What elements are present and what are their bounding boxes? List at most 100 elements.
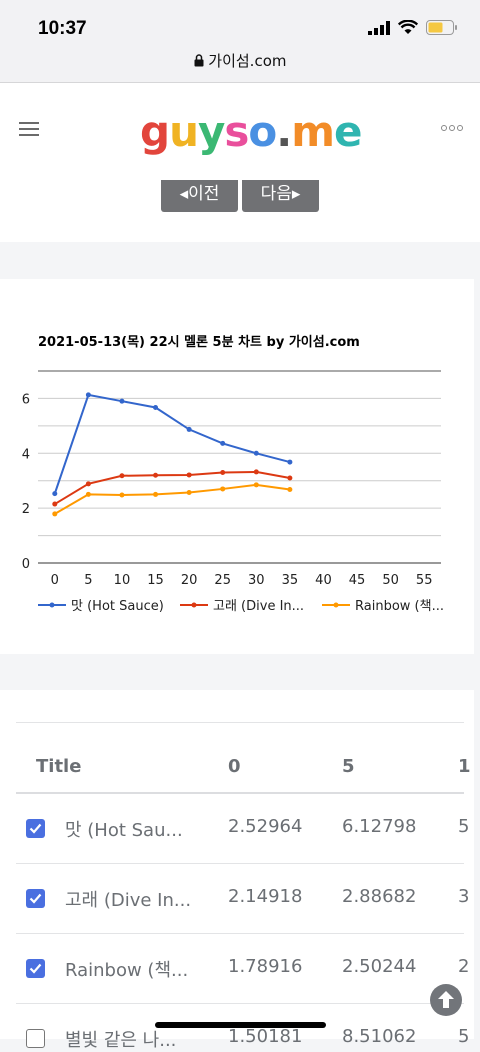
row-title: Rainbow (책... bbox=[65, 960, 189, 981]
x-tick-label: 35 bbox=[282, 573, 299, 588]
x-tick-label: 55 bbox=[416, 573, 433, 588]
x-tick-label: 15 bbox=[147, 573, 164, 588]
site-logo[interactable]: guyso.me bbox=[140, 107, 362, 156]
caret-right-icon: ▸ bbox=[291, 184, 301, 204]
data-point bbox=[220, 486, 226, 492]
y-tick-label: 4 bbox=[22, 447, 30, 462]
line-chart: 2021-05-13(목) 22시 멜론 5분 차트 by 가이섬.com 0 2 4… bbox=[22, 334, 444, 614]
table-top-border bbox=[16, 722, 464, 723]
column-header-title[interactable]: Title bbox=[36, 756, 82, 777]
row-divider bbox=[16, 933, 464, 934]
series-line bbox=[54, 470, 291, 505]
data-point bbox=[153, 491, 159, 497]
data-point bbox=[119, 492, 125, 498]
logo-letter: s bbox=[224, 107, 249, 156]
x-tick-label: 0 bbox=[51, 573, 59, 588]
row-checkbox[interactable] bbox=[26, 819, 45, 838]
cellular-signal-icon bbox=[368, 20, 390, 35]
next-button[interactable]: 다음▸ bbox=[242, 180, 319, 212]
row-value-10-partial: 5 bbox=[458, 816, 470, 837]
logo-letter: m bbox=[291, 107, 335, 156]
row-value-5: 2.50244 bbox=[342, 956, 417, 977]
arrow-up-icon bbox=[438, 991, 454, 1008]
battery-icon bbox=[426, 20, 457, 35]
hamburger-menu-icon[interactable] bbox=[19, 122, 39, 137]
data-point bbox=[52, 511, 58, 517]
row-value-10-partial: 3 bbox=[458, 886, 470, 907]
column-header-0[interactable]: 0 bbox=[228, 756, 241, 777]
data-point bbox=[52, 491, 58, 497]
x-tick-label: 30 bbox=[248, 573, 265, 588]
scroll-to-top-button[interactable] bbox=[430, 984, 462, 1016]
pagination-area: ◂이전 다음▸ bbox=[0, 180, 480, 242]
column-header-10-partial[interactable]: 1 bbox=[458, 756, 471, 777]
row-value-0: 2.52964 bbox=[228, 816, 303, 837]
row-value-5: 6.12798 bbox=[342, 816, 417, 837]
logo-letter: g bbox=[140, 107, 170, 156]
row-value-10-partial: 5 bbox=[458, 1026, 470, 1047]
row-divider bbox=[16, 1003, 464, 1004]
chart-title: 2021-05-13(목) 22시 멜론 5분 차트 by 가이섬.com bbox=[38, 334, 360, 350]
row-title: 맛 (Hot Sau... bbox=[65, 820, 183, 841]
status-bar: 10:37 bbox=[0, 0, 480, 44]
series-line bbox=[53, 393, 291, 494]
x-tick-label: 25 bbox=[214, 573, 231, 588]
row-value-10-partial: 2 bbox=[458, 956, 470, 977]
data-point bbox=[85, 491, 91, 497]
row-divider bbox=[16, 863, 464, 864]
lock-icon bbox=[194, 54, 203, 67]
data-point bbox=[287, 475, 293, 481]
caret-left-icon: ◂ bbox=[179, 184, 189, 204]
prev-button-label: 이전 bbox=[188, 184, 220, 204]
row-title: 고래 (Dive In... bbox=[65, 890, 192, 911]
x-tick-label: 50 bbox=[382, 573, 399, 588]
row-value-5: 2.88682 bbox=[342, 886, 417, 907]
data-point bbox=[119, 398, 125, 404]
address-bar[interactable]: 가이섬.com bbox=[0, 44, 480, 83]
data-point bbox=[153, 472, 159, 478]
data-point bbox=[287, 486, 293, 492]
legend-swatch-dot bbox=[49, 602, 55, 608]
row-value-0: 2.14918 bbox=[228, 886, 303, 907]
data-point bbox=[186, 426, 192, 432]
data-point bbox=[153, 404, 159, 410]
logo-letter: y bbox=[197, 107, 225, 156]
legend-label: Rainbow (책... bbox=[355, 599, 444, 614]
wifi-icon bbox=[398, 20, 418, 34]
data-point bbox=[253, 482, 259, 488]
data-point bbox=[253, 469, 259, 475]
chart-card: 2021-05-13(목) 22시 멜론 5분 차트 by 가이섬.com 0 2 4… bbox=[0, 279, 474, 654]
data-point bbox=[85, 392, 91, 398]
x-tick-label: 40 bbox=[315, 573, 332, 588]
x-tick-label: 10 bbox=[114, 573, 131, 588]
legend-swatch-dot bbox=[191, 602, 197, 608]
data-point bbox=[52, 501, 58, 507]
x-tick-label: 5 bbox=[84, 573, 92, 588]
url-text: 가이섬.com bbox=[208, 52, 287, 70]
more-options-icon[interactable] bbox=[441, 124, 463, 132]
home-indicator bbox=[155, 1022, 326, 1028]
legend-swatch-dot bbox=[333, 602, 339, 608]
row-checkbox[interactable] bbox=[26, 959, 45, 978]
x-tick-label: 45 bbox=[349, 573, 366, 588]
column-header-5[interactable]: 5 bbox=[342, 756, 355, 777]
data-point bbox=[119, 473, 125, 479]
row-value-0: 1.78916 bbox=[228, 956, 303, 977]
data-point bbox=[220, 440, 226, 446]
data-point bbox=[186, 472, 192, 478]
legend-label: 고래 (Dive In... bbox=[213, 599, 304, 614]
checkmark-icon bbox=[29, 823, 42, 834]
site-header bbox=[0, 83, 480, 180]
table-header-border bbox=[16, 792, 464, 794]
data-table-card bbox=[0, 690, 474, 1039]
logo-letter: e bbox=[333, 107, 362, 156]
legend-label: 맛 (Hot Sauce) bbox=[71, 599, 164, 614]
row-title: 별빛 같은 나... bbox=[65, 1030, 177, 1051]
data-point bbox=[220, 469, 226, 475]
checkmark-icon bbox=[29, 893, 42, 904]
row-checkbox[interactable] bbox=[26, 889, 45, 908]
status-time: 10:37 bbox=[38, 18, 87, 39]
prev-button[interactable]: ◂이전 bbox=[161, 180, 238, 212]
y-tick-label: 2 bbox=[22, 502, 30, 517]
logo-letter: . bbox=[276, 107, 292, 156]
